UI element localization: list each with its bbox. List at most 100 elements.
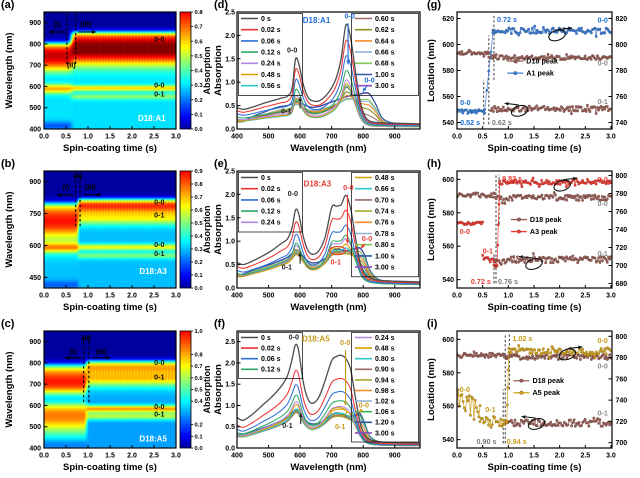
track-point xyxy=(520,54,524,58)
track-point xyxy=(460,108,464,112)
x-tick-label: 3.0 xyxy=(606,453,616,460)
up-arrow-head xyxy=(298,413,303,417)
track-point xyxy=(508,258,512,262)
plot-b: 0.0 0.5 1.0 1.5 2.0 2.5 3.0 450 600 750 900 Spin-co… xyxy=(4,169,212,313)
legend-label: 0.78 s xyxy=(375,231,395,238)
y-left-tick-label: 540 xyxy=(442,437,454,444)
track-point xyxy=(546,52,550,56)
plot-frame xyxy=(456,330,613,449)
x-tick-label: 0.0 xyxy=(39,134,49,141)
track-point xyxy=(598,260,602,264)
legend-marker xyxy=(513,71,518,76)
track-point xyxy=(545,178,549,182)
x-tick-label: 1.0 xyxy=(83,293,93,300)
track-point xyxy=(589,357,593,361)
track-point xyxy=(593,26,597,30)
y-left-tick-label: 580 xyxy=(442,370,454,377)
panel-b: (b) 0.0 0.5 1.0 1.5 2.0 2.5 3.0 450 600 750 900 Spin… xyxy=(0,158,213,319)
sample-label: D18:A3 xyxy=(304,179,332,188)
track-point xyxy=(547,179,551,183)
spectrum-curve-1.06s xyxy=(237,409,420,445)
track-point xyxy=(505,109,509,113)
track-point xyxy=(593,179,597,183)
track-point xyxy=(487,423,491,427)
plot-f: 400 500 600 700 800 900 0.0 0.5 1.0 1.5 2.0 2.5 Wave… xyxy=(213,330,421,473)
track-point xyxy=(460,393,464,397)
track-point xyxy=(526,347,530,351)
track-point xyxy=(510,260,514,264)
y-tick-label: 2.0 xyxy=(225,33,235,40)
track-point xyxy=(485,417,489,421)
track-point xyxy=(550,256,554,260)
spectrum-curve-0s xyxy=(237,23,420,125)
spectrum-curve-0.12s xyxy=(237,234,420,286)
peak-label: 0-0 xyxy=(289,333,299,342)
legend-label: 0.66 s xyxy=(375,50,395,57)
track-point xyxy=(503,31,507,35)
x-tick-label: 1.0 xyxy=(503,453,513,460)
track-point xyxy=(563,58,567,62)
track-point xyxy=(515,350,519,354)
track-point xyxy=(481,220,485,224)
colorbar-tick-label: 0.3 xyxy=(195,83,204,89)
track-point xyxy=(513,347,517,351)
track-point xyxy=(500,201,504,205)
track-point xyxy=(530,26,534,30)
track-point xyxy=(578,29,582,33)
track-point xyxy=(457,50,461,54)
track-point xyxy=(568,56,572,60)
track-point xyxy=(518,31,522,35)
track-point xyxy=(574,32,578,36)
track-point xyxy=(589,57,593,61)
legend-label: D18 peak xyxy=(532,376,564,385)
track-point xyxy=(571,254,575,258)
track-point xyxy=(575,356,579,360)
curves-e xyxy=(237,194,420,286)
axis-loop-arrow-head xyxy=(521,415,526,419)
x-axis-title: Spin-coating time (s) xyxy=(63,143,157,154)
track-point xyxy=(460,50,464,54)
track-point xyxy=(468,413,472,417)
x-tick-label: 2.5 xyxy=(149,453,159,460)
legend-label: 0.62 s xyxy=(375,27,395,34)
track-point xyxy=(472,417,476,421)
track-point xyxy=(563,180,567,184)
track-point xyxy=(505,420,509,424)
track-point xyxy=(605,104,609,108)
sample-label: D18:A3 xyxy=(139,267,167,276)
tracks-i xyxy=(457,344,612,429)
track-point xyxy=(495,110,499,114)
colorbar-tick-label: 0.6 xyxy=(195,39,204,45)
track-point xyxy=(469,195,473,199)
axis-loop-arrow-head xyxy=(578,345,583,350)
track-point xyxy=(603,195,607,199)
y-right-tick-label: 780 xyxy=(616,191,628,198)
peak-arrow-head xyxy=(345,239,350,244)
legend-label: 0.02 s xyxy=(261,186,281,193)
x-tick-label: 500 xyxy=(263,453,275,460)
track-point xyxy=(517,354,521,358)
stage-label: (I) xyxy=(70,347,77,356)
y-right-tick-label: 800 xyxy=(616,42,628,49)
panel-label-a: (a) xyxy=(1,0,15,11)
colorbar-tick-label: 0.1 xyxy=(195,434,204,440)
track-point xyxy=(549,420,553,424)
tracks-h xyxy=(457,176,612,268)
legend-h: D18 peak A3 peak xyxy=(510,215,561,236)
track-point xyxy=(568,418,572,422)
legend-marker xyxy=(519,390,524,395)
panel-label-e: (e) xyxy=(214,158,228,170)
track-point xyxy=(579,105,583,109)
y-axis-title: Location (nm) xyxy=(426,198,437,261)
track-point xyxy=(585,103,589,107)
panel-h: (h) 0.0 0.5 1.0 1.5 2.0 2.5 3.0 540 560 580 600 680 7… xyxy=(426,158,640,319)
x-tick-label: 700 xyxy=(326,293,338,300)
annotation-label: 0.72 s xyxy=(471,277,491,286)
y-right-tick-label: 700 xyxy=(616,263,628,270)
track-point xyxy=(464,409,468,413)
track-point xyxy=(498,179,502,183)
track-point xyxy=(505,357,509,361)
track-point xyxy=(483,420,487,424)
y-tick-label: 700 xyxy=(29,63,41,70)
diag-arrow-head xyxy=(360,244,365,249)
